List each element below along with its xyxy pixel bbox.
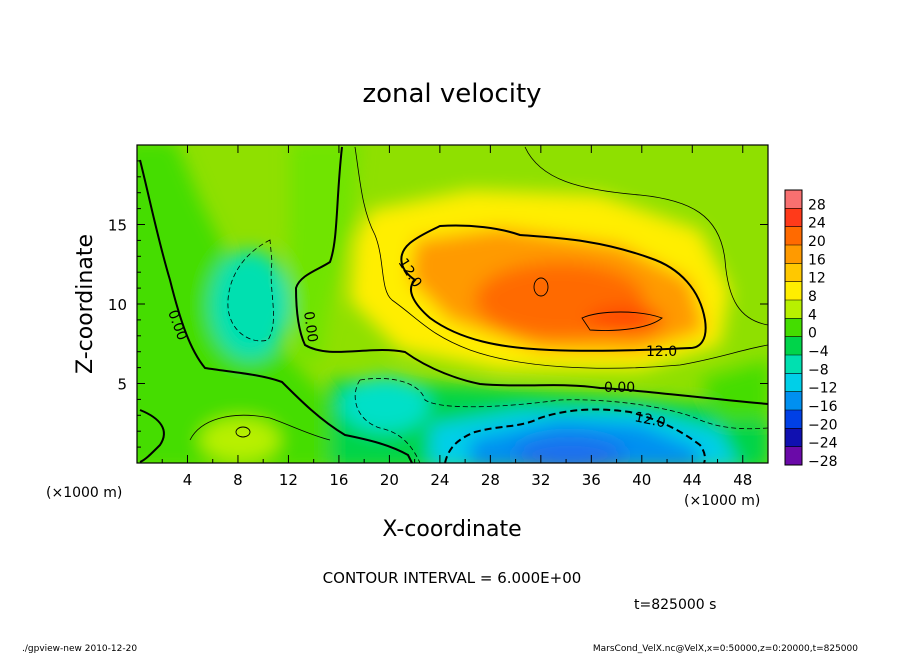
colorbar-label: 8 [808, 289, 817, 305]
colorbar-swatch [785, 410, 802, 429]
x-tick-label: 8 [233, 471, 243, 489]
x-tick-label: 24 [430, 471, 449, 489]
x-tick-label: 32 [531, 471, 550, 489]
colorbar-swatch [785, 281, 802, 300]
colorbar-swatch [785, 226, 802, 245]
y-tick-label: 10 [108, 296, 127, 314]
time-label: t=825000 s [634, 597, 716, 613]
colorbar-swatch [785, 373, 802, 392]
contour-pos6-top [524, 146, 768, 326]
x-tick-label: 28 [481, 471, 500, 489]
footer-left: ./gpview-new 2010-12-20 [22, 644, 137, 654]
field-lightgreen-mid [285, 145, 360, 360]
colorbar-label: −8 [808, 362, 829, 378]
colorbar-swatch [785, 355, 802, 374]
field-green-right-low [700, 360, 768, 420]
colorbar-label: −24 [808, 436, 838, 452]
colorbar-label: 0 [808, 326, 817, 342]
colorbar-label: −12 [808, 381, 838, 397]
x-tick-label: 44 [683, 471, 702, 489]
field-cyan-left [210, 250, 290, 360]
contour-pos6-left [189, 414, 331, 441]
contour-lines [139, 146, 768, 463]
colorbar-swatch [785, 428, 802, 447]
contour-core-right [581, 311, 663, 331]
x-tick-label: 40 [632, 471, 651, 489]
y-axis-label: Z-coordinate [73, 234, 98, 374]
colorbar-swatch [785, 208, 802, 227]
chart-title: zonal velocity [362, 79, 541, 109]
colorbar-swatch [785, 446, 802, 465]
footer-right: MarsCond_VelX.nc@VelX,x=0:50000,z=0:2000… [593, 644, 858, 654]
colorbar-label: 20 [808, 234, 826, 250]
field-blue-deep [515, 437, 625, 463]
x-tick-label: 4 [183, 471, 193, 489]
contour-zero-left [139, 159, 413, 463]
contour-neg12 [444, 408, 706, 463]
colorbar-label: 4 [808, 307, 817, 323]
contour-neg6-low [354, 379, 421, 463]
y-tick-label: 15 [108, 217, 127, 235]
x-tick-label: 36 [582, 471, 601, 489]
colorbar-swatch [785, 190, 802, 209]
contour-label-zero-c: 0.00 [604, 380, 635, 396]
contour-pos12 [400, 224, 707, 352]
colorbar-swatch [785, 318, 802, 337]
x-tick-label: 12 [279, 471, 298, 489]
colorbar-swatch [785, 391, 802, 410]
colorbar-label: −28 [808, 454, 838, 470]
plot-area [137, 145, 768, 463]
colorbar: 28 24 20 16 12 8 4 0 −4 −8 −12 −16 −20 −24 −28 [784, 189, 838, 470]
colorbar-label: 24 [808, 216, 826, 232]
x-tick-label: 16 [329, 471, 348, 489]
colorbar-swatch [785, 245, 802, 264]
y-tick-label: 5 [117, 376, 127, 394]
contour-neg6-mid [359, 378, 768, 430]
contour-pos6-outer [354, 146, 768, 369]
contour-label-neg12: 12.0 [633, 409, 667, 431]
x-tick-label: 20 [380, 471, 399, 489]
field-yellowgreen-spot [200, 418, 280, 462]
colorbar-swatch [785, 336, 802, 355]
contour-zero-mid [294, 146, 768, 405]
contour-zero-bottomleft [139, 409, 165, 463]
colorbar-swatch [785, 263, 802, 282]
z-axis-unit: (×1000 m) [46, 485, 122, 501]
colorbar-frame [784, 189, 803, 466]
x-axis-label: X-coordinate [382, 517, 521, 542]
colorbar-swatch [785, 300, 802, 319]
contour-label-pos12-b: 12.0 [646, 344, 677, 360]
contour-neg6-left [227, 239, 274, 342]
colorbar-label: −4 [808, 344, 829, 360]
contour-interval-note: CONTOUR INTERVAL = 6.000E+00 [323, 569, 582, 587]
colorbar-label: 28 [808, 197, 826, 213]
contour-core-small [533, 277, 549, 297]
colorbar-label: −16 [808, 399, 838, 415]
colorbar-label: 16 [808, 252, 826, 268]
colorbar-label: 12 [808, 271, 826, 287]
x-axis-ticks: 4 8 12 16 20 24 28 32 36 40 44 48 [161, 145, 752, 489]
field-cyan-mid [340, 377, 430, 433]
x-tick-label: 48 [733, 471, 752, 489]
contour-label-zero-b: 0.00 [300, 310, 320, 343]
colorbar-label: −20 [808, 417, 838, 433]
contour-spot-left [235, 426, 251, 438]
y-axis-ticks: 5 10 15 [108, 160, 768, 448]
x-axis-unit: (×1000 m) [684, 493, 760, 509]
